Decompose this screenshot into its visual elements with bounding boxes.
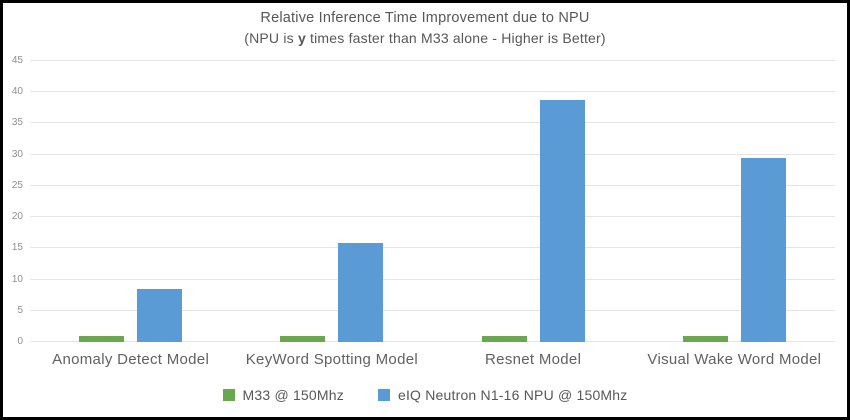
gridline (30, 122, 835, 124)
bar-groups (30, 61, 835, 342)
chart-title: Relative Inference Time Improvement due … (260, 10, 590, 26)
bar-group (231, 61, 432, 342)
chart-subtitle: (NPU is y times faster than M33 alone - … (3, 30, 847, 46)
bar[interactable] (682, 335, 728, 342)
y-tick-label: 35 (11, 117, 23, 129)
x-category-label: KeyWord Spotting Model (245, 351, 418, 368)
legend-item[interactable]: M33 @ 150Mhz (222, 387, 344, 403)
y-tick-label: 20 (11, 211, 23, 223)
y-tick-label: 5 (17, 304, 23, 316)
gridline (30, 184, 835, 186)
x-category-label: Anomaly Detect Model (52, 351, 210, 368)
bar[interactable] (338, 243, 384, 342)
gridline (30, 216, 835, 218)
gridline (30, 153, 835, 155)
y-tick-label: 40 (11, 86, 23, 98)
gridline (30, 91, 835, 93)
bar[interactable] (740, 158, 786, 342)
gridline (30, 278, 835, 280)
x-category-label: Resnet Model (485, 351, 582, 368)
bar[interactable] (539, 99, 585, 342)
bar-group (433, 61, 634, 342)
bar[interactable] (280, 335, 326, 342)
y-tick-label: 25 (11, 179, 23, 191)
x-axis-labels: Anomaly Detect Model KeyWord Spotting Mod… (30, 351, 835, 368)
legend-swatch-icon (377, 389, 390, 401)
y-tick-label: 30 (11, 148, 23, 160)
legend-swatch-icon (222, 389, 235, 401)
bar-group (30, 61, 231, 342)
gridline (30, 247, 835, 249)
y-tick-label: 45 (11, 55, 23, 66)
legend: M33 @ 150Mhz eIQ Neutron N1-16 NPU @ 150M… (3, 387, 847, 403)
y-tick-label: 0 (17, 336, 23, 347)
y-tick-label: 10 (11, 273, 23, 285)
subtitle-prefix: (NPU is (244, 30, 298, 46)
x-category-label: Visual Wake Word Model (647, 351, 822, 368)
subtitle-bold-y: y (297, 30, 306, 46)
plot-area (30, 60, 835, 342)
bar[interactable] (79, 335, 125, 342)
legend-label: M33 @ 150Mhz (242, 387, 344, 403)
gridline (30, 309, 835, 311)
gridline (30, 341, 835, 342)
legend-label: eIQ Neutron N1-16 NPU @ 150Mhz (397, 387, 628, 403)
y-tick-label: 15 (11, 242, 23, 254)
bar-group (634, 61, 835, 342)
legend-item[interactable]: eIQ Neutron N1-16 NPU @ 150Mhz (377, 387, 628, 403)
y-axis: 0 5 10 15 20 25 30 35 40 45 (3, 56, 25, 347)
gridline (30, 60, 835, 61)
subtitle-suffix: times faster than M33 alone - Higher is … (305, 30, 606, 46)
bar[interactable] (137, 288, 183, 342)
bar[interactable] (481, 335, 527, 342)
